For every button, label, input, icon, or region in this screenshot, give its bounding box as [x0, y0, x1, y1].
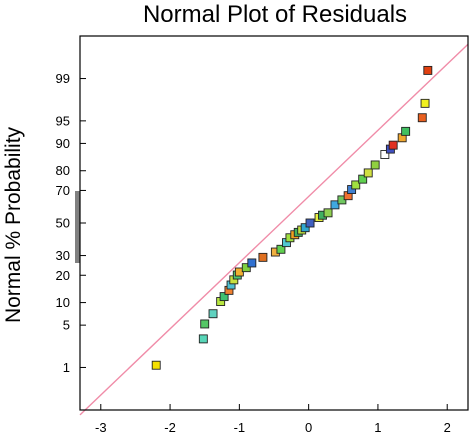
- data-point: [423, 65, 433, 75]
- y-tick-label: 90: [56, 136, 70, 151]
- data-point: [370, 160, 380, 170]
- data-point: [198, 334, 208, 344]
- y-tick-label: 95: [56, 113, 70, 128]
- x-tick-label: -2: [164, 420, 176, 435]
- data-point: [380, 150, 390, 159]
- x-tick-label: 2: [444, 420, 451, 435]
- x-tick-label: 0: [305, 420, 312, 435]
- y-tick-label: 30: [56, 248, 70, 263]
- data-point: [388, 140, 398, 150]
- data-point: [401, 126, 411, 136]
- plot-frame: [79, 35, 469, 411]
- data-point: [247, 258, 257, 268]
- data-point: [358, 174, 368, 184]
- data-point: [241, 263, 251, 273]
- y-tick-label: 80: [56, 163, 70, 178]
- y-tick-label: 1: [63, 360, 70, 375]
- chart-title: Normal Plot of Residuals: [142, 1, 408, 28]
- data-point: [276, 244, 286, 254]
- y-tick-label: 99: [56, 71, 70, 86]
- data-point: [420, 98, 430, 108]
- data-point: [305, 218, 315, 228]
- data-point: [300, 223, 310, 233]
- y-tick-label: 70: [56, 183, 70, 198]
- data-point: [351, 180, 361, 190]
- data-point: [208, 309, 218, 319]
- x-tick-label: -1: [234, 420, 246, 435]
- y-tick-label: 20: [56, 268, 70, 283]
- data-point: [258, 252, 268, 262]
- x-tick-label: -3: [95, 420, 107, 435]
- data-point: [151, 360, 161, 370]
- data-point: [363, 168, 373, 178]
- y-tick-label: 10: [56, 295, 70, 310]
- data-point: [330, 200, 340, 210]
- y-tick-label: 50: [56, 216, 70, 231]
- data-point: [323, 208, 333, 218]
- y-tick-label: 5: [63, 318, 70, 333]
- data-point: [417, 113, 427, 123]
- x-tick-label: 1: [374, 420, 381, 435]
- reference-line: [79, 43, 469, 416]
- data-point: [219, 292, 229, 302]
- data-point: [200, 319, 210, 329]
